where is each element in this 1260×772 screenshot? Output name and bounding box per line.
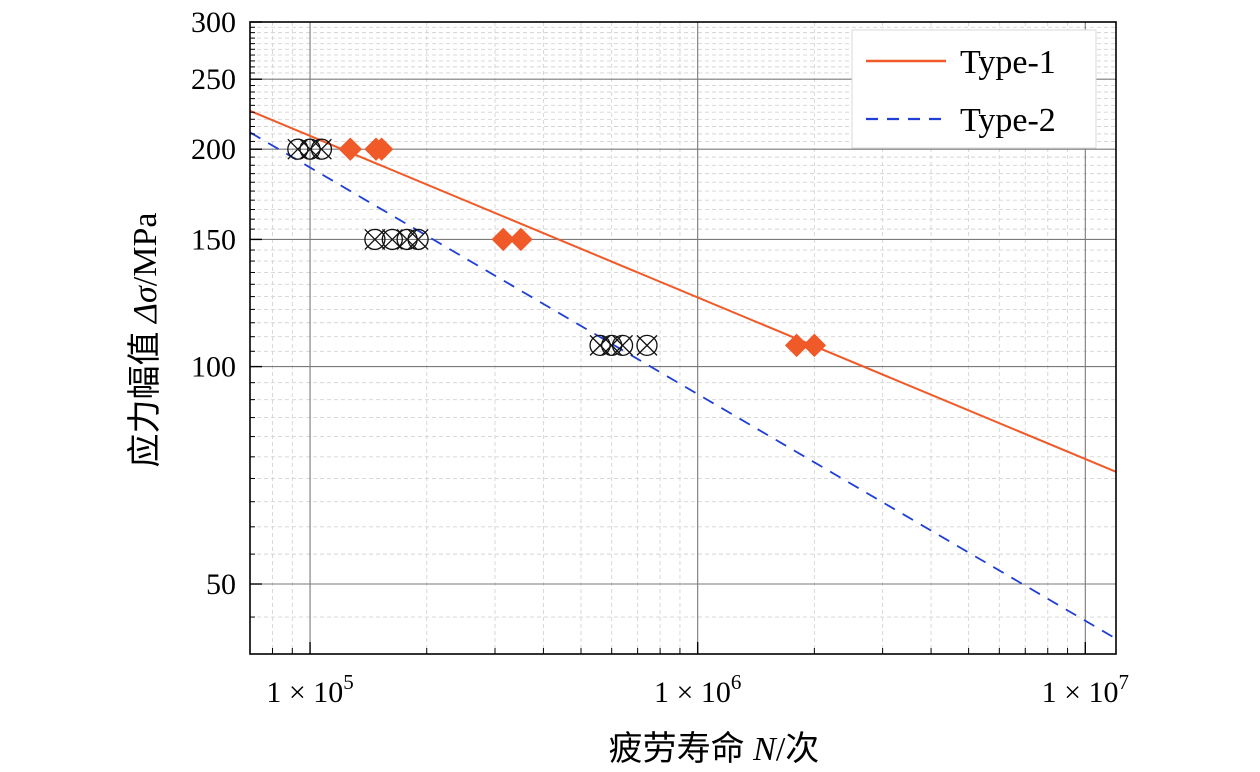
data-point-crossed-circle bbox=[407, 228, 429, 251]
y-axis-title-prefix: 应力幅值 bbox=[126, 323, 164, 468]
axis-ticks bbox=[249, 21, 1087, 655]
data-point-crossed-circle bbox=[287, 138, 309, 160]
marker-circle bbox=[364, 228, 386, 251]
x-tick-exponent: 7 bbox=[1119, 670, 1130, 694]
marker-cross bbox=[396, 228, 418, 250]
marker-circle bbox=[407, 228, 429, 251]
marker-cross bbox=[407, 228, 429, 250]
data-point-diamond bbox=[802, 333, 827, 358]
marker-circle bbox=[299, 138, 321, 160]
marker-cross bbox=[310, 138, 332, 160]
x-tick-label: 1 × 107 bbox=[1042, 670, 1129, 709]
data-point-crossed-circle bbox=[589, 334, 611, 357]
plot-series bbox=[249, 109, 1117, 640]
y-tick-label: 200 bbox=[191, 133, 236, 166]
marker-circle bbox=[589, 334, 611, 357]
marker-cross bbox=[287, 138, 309, 160]
y-tick-label: 50 bbox=[206, 568, 236, 601]
legend-box bbox=[851, 29, 1097, 149]
fit-line-type-1 bbox=[249, 109, 1117, 473]
x-axis-title-var: N bbox=[752, 731, 778, 768]
y-tick-label: 300 bbox=[191, 6, 236, 39]
x-tick-mantissa: 1 × 10 bbox=[266, 676, 343, 709]
plot-frame bbox=[249, 21, 1117, 655]
data-point-crossed-circle bbox=[299, 138, 321, 160]
y-tick-labels: 50 100 150 200 250 300 bbox=[191, 6, 236, 601]
x-tick-label: 1 × 105 bbox=[266, 670, 353, 709]
legend-label-type-1: Type-1 bbox=[960, 44, 1056, 81]
data-point-diamond bbox=[784, 333, 809, 358]
marker-circle bbox=[396, 228, 418, 251]
y-axis-title-var: Δσ bbox=[127, 285, 164, 325]
marker-cross bbox=[636, 334, 658, 356]
x-tick-exponent: 5 bbox=[343, 670, 354, 694]
x-tick-labels: 1 × 105 1 × 106 1 × 107 bbox=[266, 670, 1129, 709]
data-point-diamond bbox=[338, 137, 362, 161]
marker-cross bbox=[601, 334, 623, 356]
fit-line-type-2 bbox=[249, 131, 1117, 640]
data-point-crossed-circle bbox=[364, 228, 386, 251]
y-tick-label: 150 bbox=[191, 223, 236, 256]
marker-cross bbox=[589, 334, 611, 356]
x-tick-label: 1 × 106 bbox=[654, 670, 741, 709]
data-point-crossed-circle bbox=[396, 228, 418, 251]
x-axis-title-suffix: /次 bbox=[776, 730, 819, 768]
legend: Type-1 Type-2 bbox=[851, 29, 1097, 149]
marker-circle bbox=[287, 138, 309, 160]
data-point-diamond bbox=[369, 137, 394, 161]
marker-circle bbox=[611, 334, 634, 357]
marker-circle bbox=[310, 138, 333, 160]
marker-cross bbox=[299, 138, 321, 160]
marker-cross bbox=[612, 334, 634, 356]
marker-circle bbox=[381, 228, 403, 251]
legend-label-type-2: Type-2 bbox=[960, 102, 1056, 139]
y-tick-label: 100 bbox=[191, 351, 236, 384]
data-point-crossed-circle bbox=[310, 138, 333, 160]
y-tick-label: 250 bbox=[191, 63, 236, 96]
major-grid bbox=[250, 21, 1116, 654]
x-tick-mantissa: 1 × 10 bbox=[1042, 676, 1119, 709]
x-tick-mantissa: 1 × 10 bbox=[654, 676, 731, 709]
x-tick-exponent: 6 bbox=[731, 670, 742, 694]
series-type-1 bbox=[249, 109, 1117, 473]
y-axis-title: 应力幅值 Δσ/MPa bbox=[126, 213, 164, 468]
marker-cross bbox=[364, 228, 386, 250]
x-axis-title: 疲劳寿命 N/次 bbox=[609, 730, 820, 768]
y-axis-title-suffix: /MPa bbox=[127, 213, 164, 287]
series-type-2 bbox=[249, 131, 1117, 640]
data-point-diamond bbox=[491, 227, 515, 252]
x-axis-title-prefix: 疲劳寿命 bbox=[609, 730, 754, 768]
data-point-crossed-circle bbox=[636, 334, 658, 357]
marker-circle bbox=[636, 334, 658, 357]
data-point-diamond bbox=[509, 227, 533, 252]
data-point-crossed-circle bbox=[611, 334, 634, 357]
